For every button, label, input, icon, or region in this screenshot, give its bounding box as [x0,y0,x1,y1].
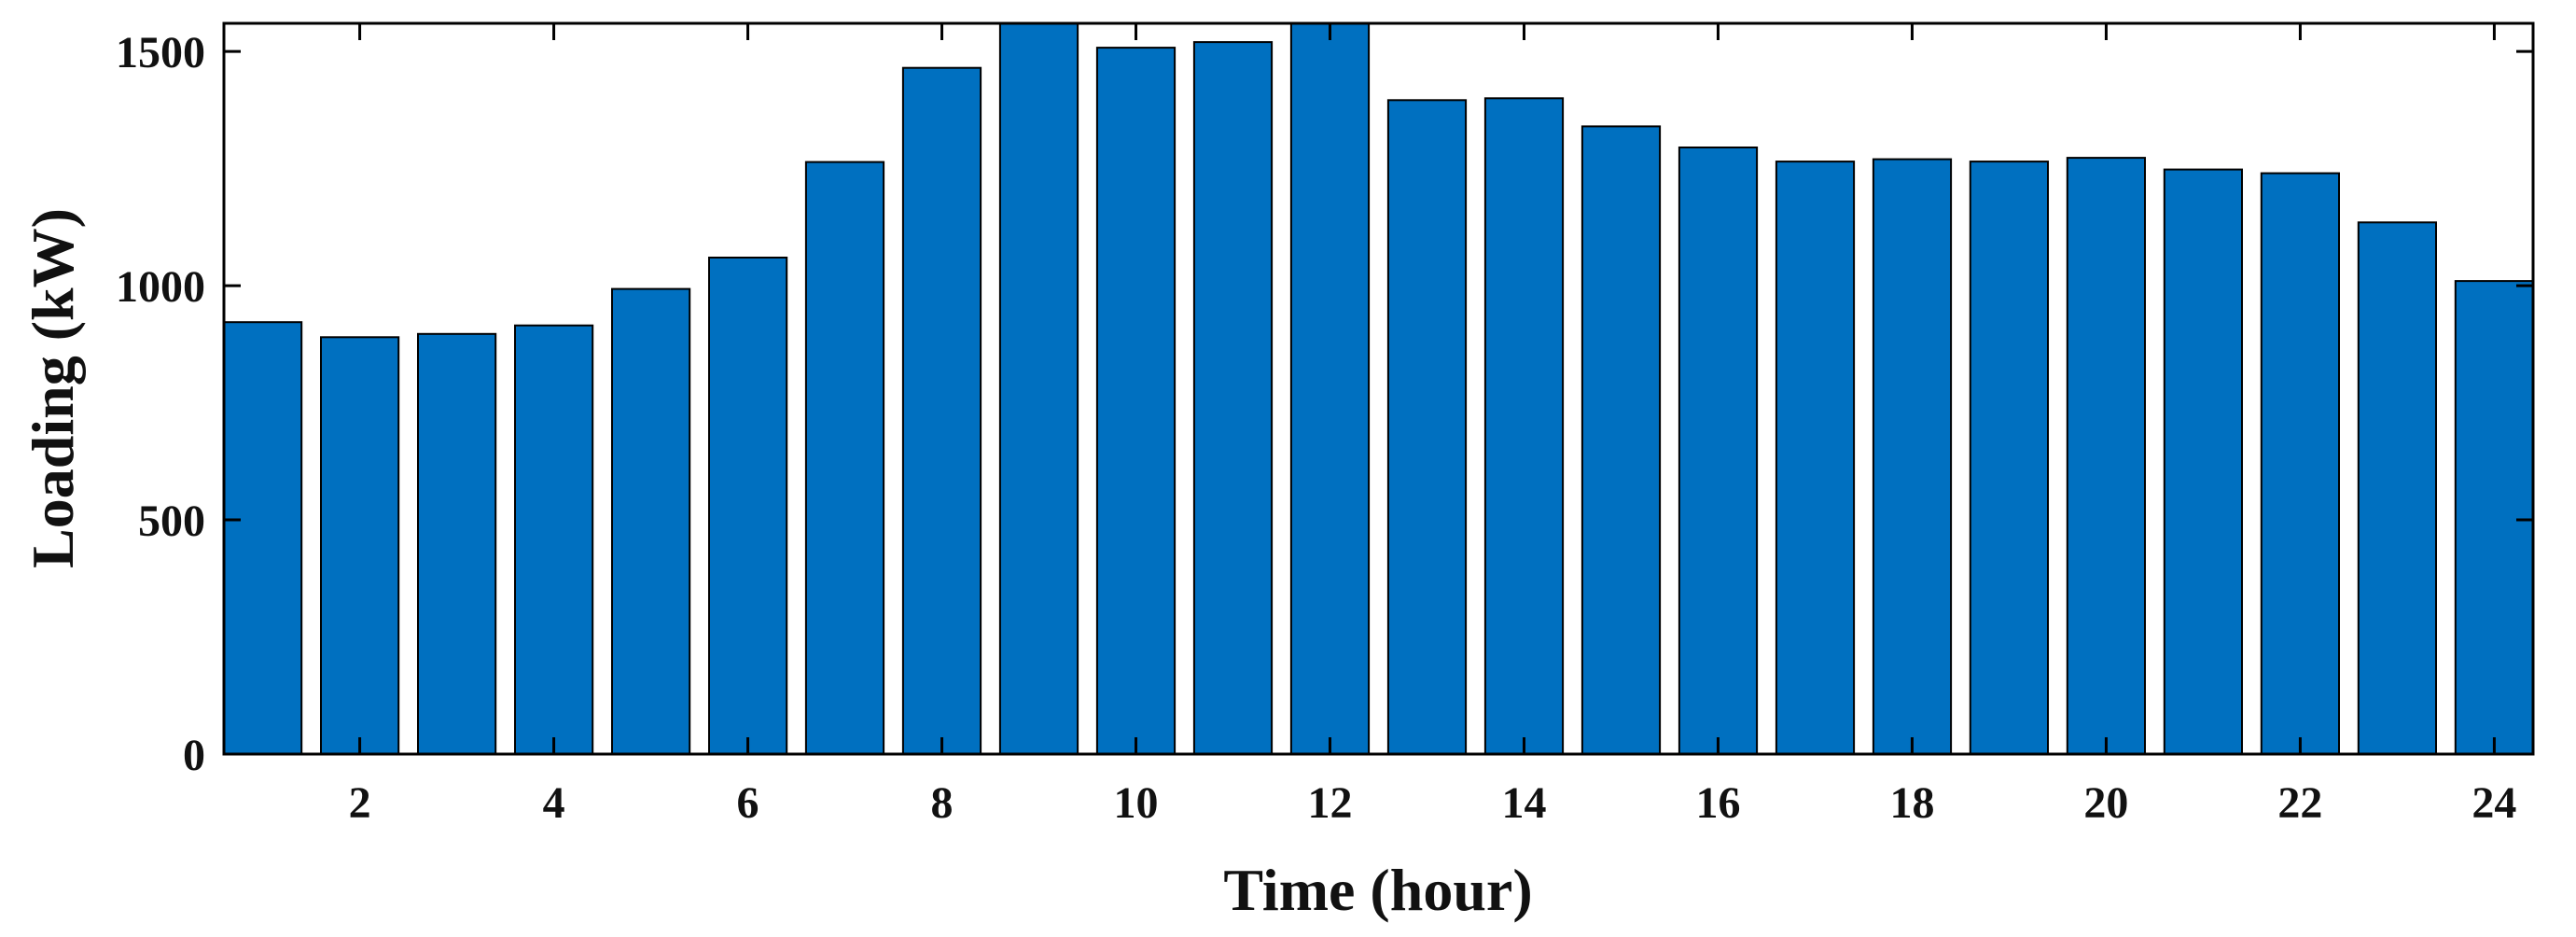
x-tick-label: 4 [543,778,565,828]
y-tick-label: 1000 [116,262,205,312]
bar-hour-5 [611,287,691,755]
y-tick-label: 1500 [116,28,205,77]
x-tick-label: 12 [1308,778,1353,828]
bar-hour-21 [2163,168,2244,756]
y-axis-label: Loading (kW) [20,208,86,568]
x-tick-label: 16 [1695,778,1740,828]
x-tick-label: 22 [2277,778,2322,828]
bar-hour-2 [320,336,400,755]
bar-hour-1 [223,321,303,755]
bar-hour-17 [1775,161,1856,756]
x-axis-label: Time (hour) [1223,857,1532,923]
x-tick-label: 20 [2083,778,2128,828]
bar-hour-11 [1192,41,1274,756]
bar-hour-9 [998,22,1079,755]
bar-hour-15 [1580,125,1662,755]
x-tick-label: 18 [1889,778,1934,828]
x-tick-label: 6 [737,778,759,828]
bar-hour-24 [2454,280,2535,755]
y-tick-label: 500 [138,496,205,546]
bars-layer [223,22,2535,756]
bar-hour-19 [1969,161,2050,756]
bar-hour-12 [1289,22,1371,755]
x-tick-label: 8 [931,778,954,828]
bar-hour-13 [1386,99,1468,756]
bar-hour-8 [901,66,982,755]
bar-hour-20 [2066,157,2147,756]
bar-hour-23 [2357,221,2438,756]
x-tick-label: 24 [2472,778,2516,828]
x-tick-label: 2 [349,778,371,828]
y-tick-label: 0 [183,731,205,780]
bar-hour-22 [2260,172,2341,756]
bar-hour-18 [1872,158,1953,756]
bar-hour-6 [708,257,788,755]
x-tick-label: 14 [1501,778,1546,828]
bar-hour-10 [1095,47,1177,756]
plot-frame [222,21,2535,756]
bar-hour-3 [417,332,497,755]
bar-hour-14 [1483,97,1565,756]
x-tick-label: 10 [1114,778,1159,828]
bar-hour-4 [514,324,594,755]
bar-hour-7 [804,161,885,756]
bar-hour-16 [1678,147,1759,755]
ticks-layer [224,23,2533,756]
